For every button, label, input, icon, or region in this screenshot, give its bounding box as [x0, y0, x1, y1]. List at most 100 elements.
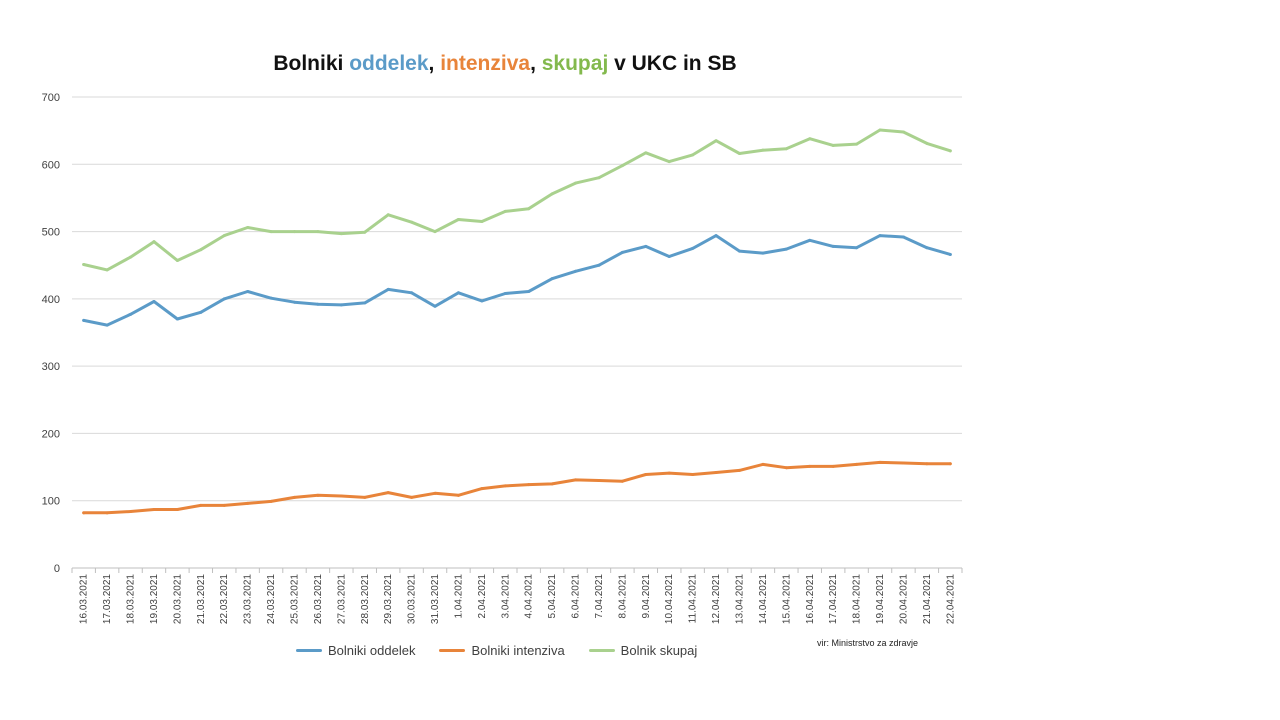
- data-point: [456, 493, 460, 497]
- chart-title: Bolniki oddelek, intenziva, skupaj v UKC…: [0, 52, 1010, 76]
- data-point: [738, 249, 741, 253]
- data-point: [293, 230, 296, 234]
- data-point: [878, 234, 882, 238]
- title-part-oddelek: oddelek: [349, 52, 429, 75]
- data-point: [105, 323, 109, 327]
- data-point: [152, 300, 156, 304]
- x-tick-label: 30.03.2021: [407, 574, 418, 624]
- x-tick-label: 24.03.2021: [266, 574, 277, 624]
- data-point: [620, 164, 624, 168]
- data-point: [246, 226, 250, 230]
- data-point: [269, 499, 273, 503]
- x-tick-label: 6.04.2021: [571, 574, 582, 619]
- x-tick-label: 29.03.2021: [383, 574, 394, 624]
- series-line-1: [82, 460, 952, 515]
- series-line-2: [82, 128, 952, 272]
- data-point: [222, 234, 226, 238]
- y-tick-label: 600: [42, 159, 60, 171]
- data-point: [855, 246, 859, 250]
- y-tick-label: 200: [42, 428, 60, 440]
- x-tick-label: 5.04.2021: [547, 574, 558, 619]
- data-point: [901, 130, 905, 134]
- x-tick-label: 15.04.2021: [781, 574, 792, 624]
- title-part: Bolniki: [273, 52, 350, 75]
- data-point: [222, 297, 226, 301]
- data-point: [925, 462, 929, 466]
- data-point: [363, 230, 367, 234]
- data-point: [129, 509, 133, 513]
- y-tick-label: 300: [42, 361, 60, 373]
- x-tick-label: 14.04.2021: [758, 574, 769, 624]
- data-point: [714, 139, 718, 143]
- x-tick-label: 4.04.2021: [524, 574, 535, 619]
- x-tick-label: 20.03.2021: [172, 574, 183, 624]
- title-part: v UKC in SB: [608, 52, 737, 75]
- data-point: [152, 507, 156, 511]
- x-tick-label: 28.03.2021: [360, 574, 371, 624]
- x-tick-label: 22.03.2021: [219, 574, 230, 624]
- data-point: [316, 493, 320, 497]
- data-point: [901, 461, 905, 465]
- data-point: [831, 244, 835, 248]
- x-tick-label: 19.04.2021: [875, 574, 886, 624]
- data-point: [129, 312, 133, 316]
- data-point: [222, 503, 226, 507]
- data-point: [667, 160, 671, 164]
- data-point: [901, 235, 905, 239]
- legend-label: Bolnik skupaj: [620, 643, 698, 658]
- x-tick-label: 22.04.2021: [945, 574, 956, 624]
- x-tick-label: 25.03.2021: [290, 574, 301, 624]
- x-tick-label: 20.04.2021: [898, 574, 909, 624]
- x-tick-label: 3.04.2021: [500, 574, 511, 619]
- data-point: [175, 259, 179, 263]
- legend: Bolniki oddelek Bolniki intenziva Bolnik s…: [296, 643, 697, 658]
- data-point: [433, 491, 437, 495]
- legend-swatch: [588, 649, 615, 652]
- data-point: [246, 501, 250, 505]
- x-tick-label: 8.04.2021: [617, 574, 628, 619]
- y-tick-label: 500: [42, 227, 60, 239]
- data-point: [667, 471, 671, 475]
- x-tick-label: 23.03.2021: [243, 574, 254, 624]
- data-point: [433, 304, 437, 308]
- data-point: [269, 296, 273, 300]
- data-point: [246, 289, 250, 293]
- legend-swatch: [296, 649, 322, 652]
- legend-label: Bolniki oddelek: [328, 643, 416, 658]
- data-point: [784, 147, 788, 151]
- data-point: [644, 244, 648, 248]
- data-point: [574, 478, 578, 482]
- data-point: [925, 141, 929, 145]
- data-point: [574, 269, 578, 273]
- x-tick-label: 9.04.2021: [641, 574, 652, 619]
- data-point: [738, 152, 741, 156]
- data-point: [597, 263, 601, 267]
- data-point: [480, 219, 484, 223]
- data-point: [667, 254, 671, 258]
- data-point: [199, 310, 203, 314]
- data-point: [597, 176, 601, 180]
- data-point: [691, 246, 695, 250]
- x-tick-label: 11.04.2021: [688, 574, 699, 624]
- legend-swatch: [439, 649, 466, 652]
- y-tick-label: 100: [42, 496, 60, 508]
- y-tick-label: 400: [42, 294, 60, 306]
- data-point: [82, 263, 86, 267]
- data-point: [784, 247, 788, 251]
- x-tick-label: 17.03.2021: [102, 574, 113, 624]
- data-point: [386, 491, 390, 495]
- data-point: [316, 302, 320, 306]
- data-point: [433, 230, 437, 234]
- x-tick-label: 12.04.2021: [711, 574, 722, 624]
- data-point: [878, 128, 882, 132]
- data-point: [808, 137, 812, 141]
- x-tick-label: 31.03.2021: [430, 574, 441, 624]
- title-part: ,: [428, 52, 441, 75]
- data-point: [620, 250, 624, 254]
- data-point: [855, 142, 859, 146]
- data-point: [316, 230, 320, 234]
- legend-item-1: Bolniki intenziva: [439, 643, 565, 658]
- legend-label: Bolniki intenziva: [471, 643, 565, 658]
- x-tick-label: 18.04.2021: [852, 574, 863, 624]
- data-point: [644, 151, 648, 155]
